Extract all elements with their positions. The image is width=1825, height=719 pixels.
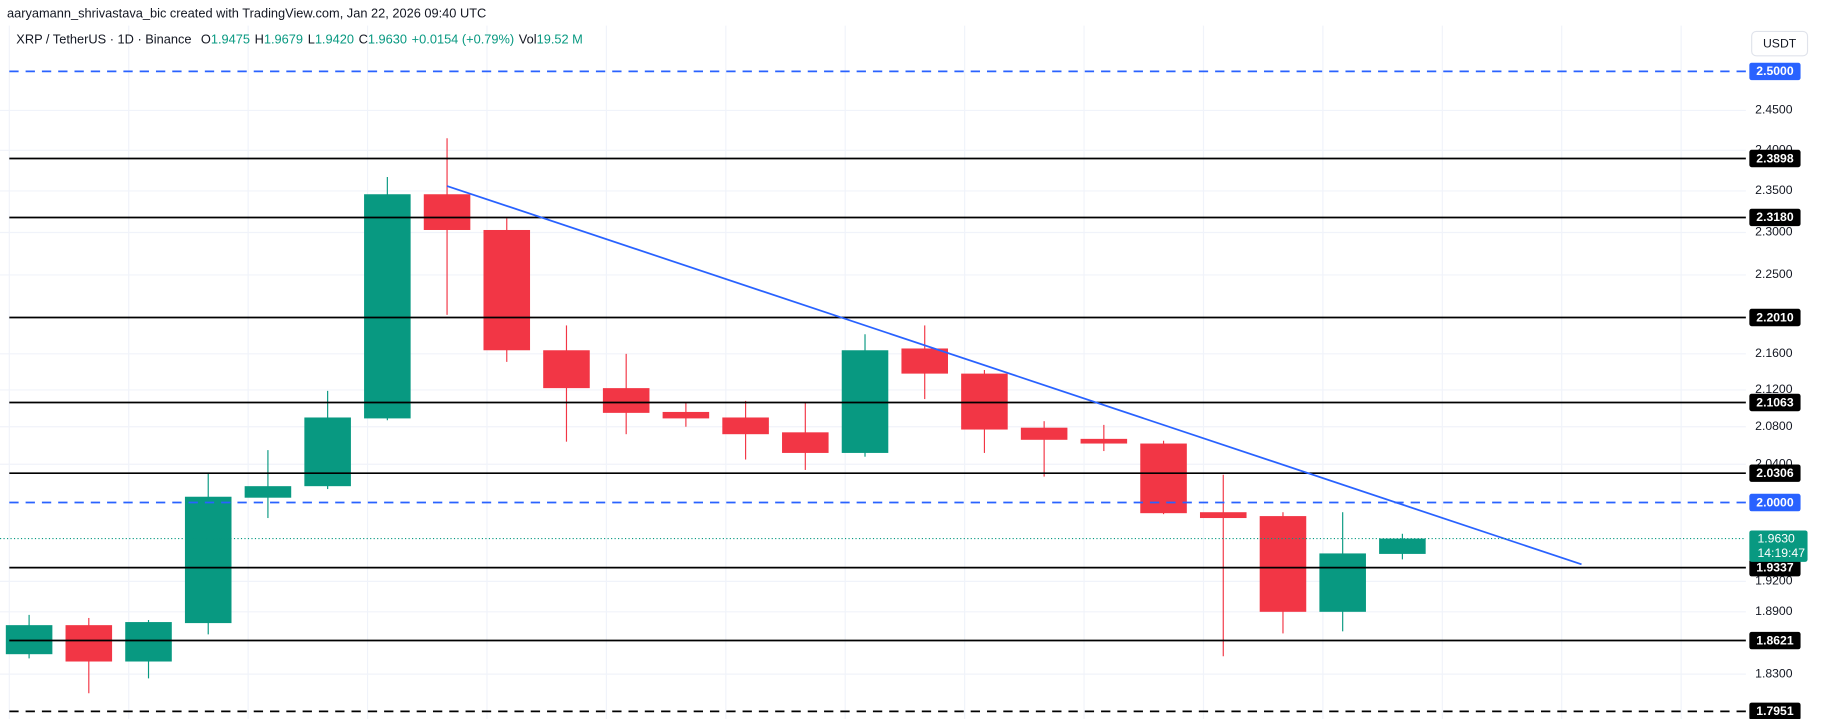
level-label: 1.7951 [1756,704,1794,718]
candle-body [244,486,292,498]
level-label-box [1749,149,1801,168]
candle-body [1379,538,1426,554]
candle-body [1080,438,1128,444]
candle-body [5,625,53,655]
candle-body [1020,427,1068,440]
trendline [446,185,1582,566]
level-label: 2.5000 [1756,64,1794,78]
candle-body [125,622,172,662]
countdown: 14:19:47 [1757,546,1805,560]
level-label: 1.8621 [1756,633,1794,647]
candle-body [901,348,948,374]
level-label: 2.0306 [1756,466,1794,480]
candle-body [184,496,232,624]
level-label-box [1749,308,1801,327]
y-tick-label: 2.1200 [1755,382,1793,396]
attribution: aaryamann_shrivastava_bic created with T… [7,5,486,20]
level-label-box [1749,464,1801,482]
level-label-box [1749,631,1801,650]
candle-body [722,417,769,435]
legend-value: 1.9475 [211,32,250,47]
legend-volume-key: Vol [519,32,537,47]
legend-value: 1.9679 [264,32,303,47]
candle-body [483,229,531,351]
legend-value: 1.9630 [368,32,407,47]
currency-button[interactable] [1751,30,1809,57]
level-label: 1.9337 [1756,560,1794,574]
price-axis: 2.45002.40002.35002.30002.25002.16002.12… [1749,62,1808,719]
candle-body [423,194,471,230]
level-label: 2.3898 [1756,151,1794,165]
candle-body [662,411,710,419]
candle-body [543,350,590,389]
candle-body [961,373,1008,430]
currency[interactable]: USDT [1763,36,1797,50]
legend-key: L [308,32,315,47]
y-tick-label: 2.1600 [1755,346,1793,360]
legend-key: H [255,32,264,47]
legend-key: C [359,32,368,47]
legend-value: 1.9420 [315,32,354,47]
y-tick-label: 2.0800 [1755,419,1793,433]
candle-body [304,417,351,487]
legend: XRP / TetherUS · 1D · Binance O1.9475 H1.9… [16,32,583,47]
legend-change: +0.0154 (+0.79%) [412,32,514,47]
level-label-box [1749,62,1801,81]
y-tick-label: 2.3000 [1755,225,1793,239]
y-tick-label: 2.4500 [1755,103,1793,117]
level-label: 2.3180 [1756,210,1794,224]
y-tick-label: 1.8900 [1755,604,1793,618]
level-label-box [1749,702,1801,719]
level-label-box [1749,393,1801,412]
level-label-box [1749,208,1801,227]
legend-symbol: XRP / TetherUS · 1D · Binance [16,32,191,47]
legend-volume: 19.52 M [537,32,583,47]
legend-key: O [201,32,211,47]
candle-body [1259,516,1307,612]
y-tick-label: 2.2500 [1755,267,1793,281]
level-label: 2.2010 [1756,310,1794,324]
last-price-box [1749,530,1808,562]
candle-body [65,625,113,662]
candle-body [1199,512,1247,519]
candle-body [1140,443,1187,514]
plot [0,70,1746,713]
y-tick-label: 2.3500 [1755,183,1793,197]
level-label: 2.1063 [1756,395,1794,409]
candle-body [364,194,411,419]
level-label-box [1749,493,1801,512]
last-price-label: 1.9630 [1757,531,1795,545]
y-tick-label: 1.9200 [1755,574,1793,588]
candle-body [602,388,650,413]
candle-body [841,350,889,453]
y-tick-label: 1.8300 [1755,666,1793,680]
level-label-box [1749,558,1801,577]
level-label: 2.0000 [1756,495,1794,509]
candle-body [782,432,829,453]
candle-body [1319,553,1366,612]
